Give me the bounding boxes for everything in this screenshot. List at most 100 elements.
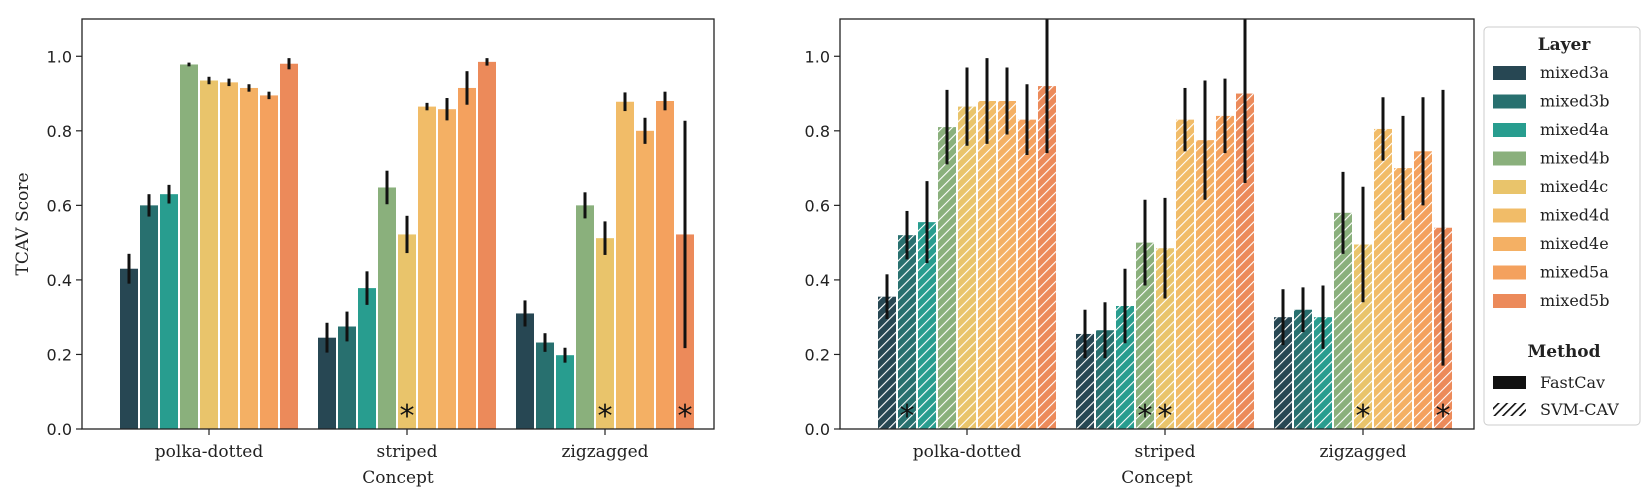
bar-mixed4c-striped [398, 234, 416, 429]
bar-hatch-mixed5b-striped [1236, 93, 1254, 429]
legend-label-mixed3b: mixed3b [1540, 92, 1609, 111]
bar-hatch-mixed3b-polka-dotted [898, 235, 916, 429]
y-tick-label: 0.6 [47, 196, 72, 215]
y-tick-label: 0.8 [47, 122, 72, 141]
significance-star: * [1138, 399, 1153, 434]
significance-star: * [900, 399, 915, 434]
bar-mixed4b-striped [378, 187, 396, 429]
bar-mixed3b-zigzagged [536, 342, 554, 429]
bar-mixed4a-zigzagged [556, 355, 574, 429]
bar-mixed4e-polka-dotted [240, 87, 258, 430]
legend-swatch-mixed4e [1493, 237, 1526, 251]
bar-hatch-mixed4a-zigzagged [1314, 317, 1332, 429]
y-tick-label: 0.4 [805, 271, 830, 290]
significance-star: * [1158, 399, 1173, 434]
legend: Layer mixed3a mixed3b mixed4a mixed4b mixed4… [1483, 26, 1641, 426]
y-tick-label: 0.4 [47, 271, 72, 290]
bar-mixed4d-zigzagged [616, 101, 634, 429]
bar-hatch-mixed3a-striped [1076, 333, 1094, 429]
bar-mixed3b-striped [338, 326, 356, 429]
bar-hatch-mixed5a-polka-dotted [1018, 119, 1036, 430]
bar-mixed4d-polka-dotted [220, 82, 238, 429]
bar-mixed5b-polka-dotted [280, 63, 298, 430]
legend-label-fastcav: FastCav [1540, 373, 1605, 392]
bar-hatch-mixed4d-polka-dotted [978, 101, 996, 429]
bar-hatch-mixed4e-zigzagged [1394, 168, 1412, 429]
bar-hatch-mixed5a-zigzagged [1414, 151, 1432, 429]
bar-mixed5a-zigzagged [656, 101, 674, 429]
bar-mixed3a-zigzagged [516, 313, 534, 429]
bar-mixed4b-zigzagged [576, 205, 594, 429]
bar-hatch-mixed4b-striped [1136, 242, 1154, 429]
bar-hatch-mixed4e-striped [1196, 140, 1214, 430]
bar-hatch-mixed5b-polka-dotted [1038, 86, 1056, 429]
legend-layer-title: Layer [1538, 35, 1592, 55]
significance-star: * [678, 399, 693, 434]
bar-mixed5a-polka-dotted [260, 95, 278, 429]
bar-hatch-mixed5a-striped [1216, 115, 1234, 429]
x-axis-label: Concept [1121, 468, 1193, 488]
bar-mixed3a-striped [318, 337, 336, 429]
bar-hatch-mixed4e-polka-dotted [998, 101, 1016, 429]
y-tick-label: 0.2 [805, 345, 830, 364]
legend-label-mixed5a: mixed5a [1540, 263, 1609, 282]
x-tick-label: zigzagged [561, 442, 648, 462]
legend-label-mixed4d: mixed4d [1540, 206, 1609, 225]
bar-hatch-mixed4c-zigzagged [1354, 244, 1372, 429]
axes-frame [839, 18, 1475, 430]
legend-label-mixed4c: mixed4c [1540, 177, 1608, 196]
axes-frame [81, 18, 715, 430]
y-axis-label: TCAV Score [13, 172, 33, 275]
x-tick-label: polka-dotted [913, 442, 1022, 462]
y-tick-label: 0.6 [805, 196, 830, 215]
y-tick-label: 1.0 [805, 47, 830, 66]
legend-swatch-mixed4d [1493, 208, 1526, 223]
legend-swatch-mixed5a [1493, 265, 1526, 280]
y-tick-label: 0.0 [805, 420, 830, 439]
legend-label-mixed5b: mixed5b [1540, 291, 1609, 310]
bar-hatch-mixed4c-polka-dotted [958, 106, 976, 429]
bar-mixed4d-striped [418, 106, 436, 429]
legend-swatch-mixed4a [1493, 123, 1526, 137]
legend-swatch-mixed3a [1493, 66, 1526, 80]
bar-hatch-mixed4d-striped [1176, 119, 1194, 430]
legend-frame [1483, 26, 1641, 426]
bar-hatch-mixed3b-zigzagged [1294, 309, 1312, 429]
bar-mixed5b-striped [478, 61, 496, 429]
bar-mixed4e-zigzagged [636, 130, 654, 429]
bar-hatch-mixed4b-zigzagged [1334, 212, 1352, 429]
bar-hatch-mixed3a-zigzagged [1274, 317, 1292, 429]
legend-swatch-mixed4b [1493, 151, 1526, 166]
bar-hatch-mixed4a-polka-dotted [918, 222, 936, 429]
legend-swatch-svmcav [1493, 403, 1526, 416]
legend-label-mixed4e: mixed4e [1540, 234, 1609, 253]
legend-label-mixed4a: mixed4a [1540, 120, 1609, 139]
y-tick-label: 0.8 [805, 122, 830, 141]
bar-hatch-mixed4d-zigzagged [1374, 128, 1392, 430]
x-axis-label: Concept [362, 468, 434, 488]
bar-mixed4b-polka-dotted [180, 64, 198, 430]
y-tick-label: 0.2 [47, 345, 72, 364]
legend-label-svmcav: SVM-CAV [1540, 400, 1619, 419]
legend-swatch-fastcav [1493, 376, 1526, 389]
legend-swatch-mixed4c [1493, 180, 1526, 194]
bar-hatch-mixed3a-polka-dotted [878, 296, 896, 429]
fastcav-chart: 0.0 0.2 0.4 0.6 0.8 1.0 polka-dotted striped zig… [13, 18, 715, 488]
bar-hatch-mixed4a-striped [1116, 306, 1134, 429]
legend-method-title: Method [1527, 342, 1600, 362]
legend-label-mixed4b: mixed4b [1540, 149, 1609, 168]
legend-label-mixed3a: mixed3a [1540, 63, 1609, 82]
significance-star: * [598, 399, 613, 434]
svmcav-chart: 0.0 0.2 0.4 0.6 0.8 1.0 polka-dotted striped zig… [805, 18, 1475, 488]
x-tick-label: striped [1135, 442, 1196, 462]
significance-star: * [1436, 399, 1451, 434]
bar-mixed4c-zigzagged [596, 238, 614, 429]
y-tick-label: 1.0 [47, 47, 72, 66]
x-tick-label: polka-dotted [155, 442, 264, 462]
bar-hatch-mixed4c-striped [1156, 248, 1174, 429]
x-tick-label: striped [377, 442, 438, 462]
bar-mixed4c-polka-dotted [200, 80, 218, 429]
legend-swatch-mixed5b [1493, 294, 1526, 308]
bar-mixed4a-striped [358, 288, 376, 429]
